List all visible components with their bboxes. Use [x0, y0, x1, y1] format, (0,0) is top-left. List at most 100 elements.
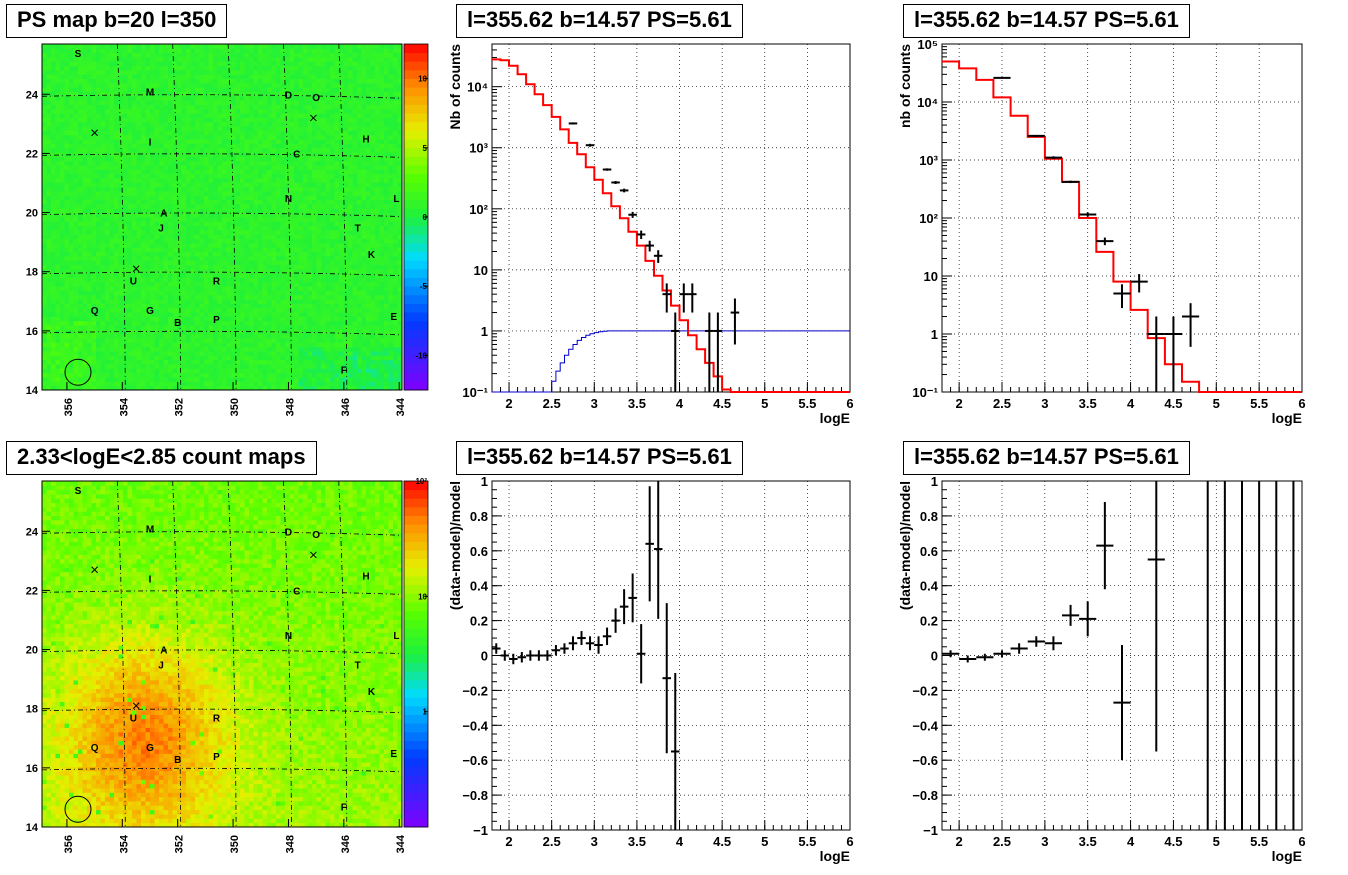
- heat-cell: [303, 346, 308, 352]
- heat-cell: [222, 182, 227, 188]
- heat-cell: [132, 281, 137, 287]
- heat-cell: [105, 338, 110, 343]
- heat-cell: [307, 178, 313, 183]
- heat-cell: [73, 126, 79, 131]
- heat-cell: [136, 229, 142, 235]
- heat-cell: [172, 65, 178, 71]
- heat-cell: [235, 277, 241, 283]
- heat-cell: [240, 61, 245, 67]
- heat-cell: [82, 69, 88, 75]
- heat-cell: [87, 277, 92, 283]
- heat-cell: [240, 307, 245, 313]
- heat-cell: [177, 52, 182, 58]
- heat-cell: [285, 178, 290, 183]
- heat-cell: [181, 221, 187, 227]
- heat-cell: [91, 186, 97, 192]
- heat-cell: [82, 273, 88, 278]
- heat-cell: [136, 91, 142, 97]
- heat-cell: [240, 87, 245, 92]
- heat-cell: [42, 208, 47, 214]
- heat-cell: [258, 260, 263, 265]
- heat-cell: [289, 139, 295, 144]
- heat-cell: [262, 268, 268, 274]
- heat-cell: [181, 303, 187, 309]
- heat-cell: [60, 78, 65, 84]
- heat-cell: [204, 117, 209, 123]
- heat-cell: [145, 346, 151, 352]
- heat-cell: [253, 290, 259, 296]
- heat-cell: [69, 130, 74, 136]
- heat-cell: [285, 268, 290, 274]
- heat-cell: [213, 160, 218, 166]
- heat-cell: [168, 121, 173, 127]
- heat-cell: [190, 251, 196, 257]
- heat-cell: [204, 208, 209, 214]
- heat-cell: [87, 191, 92, 196]
- heat-cell: [249, 61, 254, 67]
- heat-cell: [204, 195, 209, 201]
- heat-cell: [69, 165, 74, 170]
- heat-cell: [195, 351, 200, 356]
- heat-cell: [280, 346, 286, 352]
- heat-cell: [267, 173, 272, 179]
- heat-cell: [217, 139, 223, 144]
- heat-cell: [298, 191, 304, 196]
- heat-cell: [42, 225, 47, 231]
- heat-cell: [271, 91, 277, 97]
- heat-cell: [136, 260, 142, 265]
- heat-cell: [316, 221, 322, 227]
- heat-cell: [91, 290, 97, 296]
- heat-cell: [222, 385, 227, 391]
- heat-cell: [82, 100, 88, 105]
- heat-cell: [78, 91, 83, 97]
- heat-cell: [267, 139, 272, 144]
- heat-cell: [213, 342, 218, 348]
- heat-cell: [231, 320, 236, 326]
- heat-cell: [258, 351, 263, 356]
- heat-cell: [267, 342, 272, 348]
- heat-cell: [235, 281, 241, 287]
- heat-cell: [213, 91, 218, 97]
- heat-cell: [276, 82, 281, 88]
- heat-cell: [51, 251, 56, 257]
- heat-cell: [280, 178, 286, 183]
- heat-cell: [222, 355, 227, 361]
- heat-cell: [195, 56, 200, 62]
- heat-cell: [204, 199, 209, 205]
- heat-cell: [271, 221, 277, 227]
- heat-cell: [285, 95, 290, 101]
- heat-cell: [289, 238, 295, 244]
- heat-cell: [262, 225, 268, 231]
- heat-cell: [132, 372, 137, 378]
- heat-cell: [123, 204, 128, 209]
- heat-cell: [46, 100, 52, 105]
- heat-cell: [240, 303, 245, 309]
- heat-cell: [249, 368, 254, 374]
- heat-cell: [172, 121, 178, 127]
- heat-cell: [186, 281, 191, 287]
- heat-cell: [195, 104, 200, 110]
- heat-cell: [208, 268, 214, 274]
- heat-cell: [87, 268, 92, 274]
- heat-cell: [262, 281, 268, 287]
- heat-cell: [141, 182, 146, 188]
- heat-cell: [51, 191, 56, 196]
- heat-cell: [222, 91, 227, 97]
- heat-cell: [132, 325, 137, 330]
- heat-cell: [105, 368, 110, 374]
- heat-cell: [258, 165, 263, 170]
- heat-cell: [123, 312, 128, 317]
- heat-cell: [60, 299, 65, 304]
- heat-cell: [186, 372, 191, 378]
- heat-cell: [226, 44, 232, 49]
- heat-cell: [123, 247, 128, 253]
- heat-cell: [154, 100, 160, 105]
- heat-cell: [213, 229, 218, 235]
- heat-cell: [285, 255, 290, 261]
- heat-cell: [96, 121, 101, 127]
- heat-cell: [253, 82, 259, 88]
- heat-cell: [181, 273, 187, 278]
- heat-cell: [73, 186, 79, 192]
- heat-cell: [312, 299, 317, 304]
- heat-cell: [253, 229, 259, 235]
